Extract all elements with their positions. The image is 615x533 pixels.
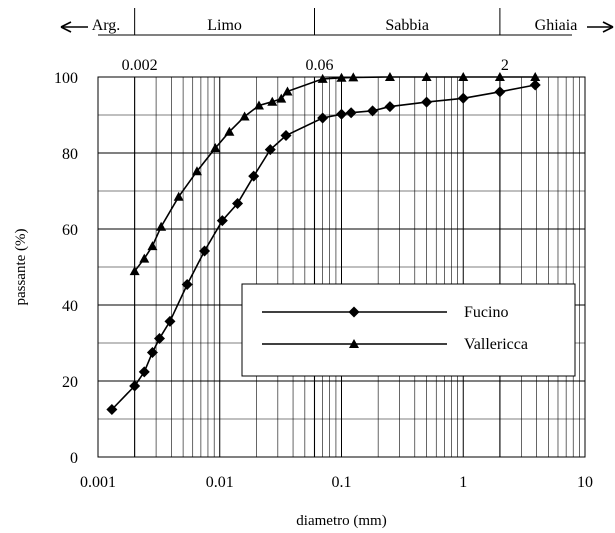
data-point-triangle (336, 72, 347, 82)
y-axis-label: passante (%) (13, 228, 29, 305)
data-point-diamond (181, 278, 193, 290)
band-label: Limo (207, 17, 242, 34)
series-line (111, 84, 536, 411)
data-point-diamond (529, 79, 541, 91)
data-point-diamond (421, 96, 433, 108)
data-point-triangle (530, 72, 541, 81)
legend-box (241, 283, 576, 377)
x-axis-label: diametro (mm) (296, 513, 386, 529)
data-point-triangle (458, 72, 469, 81)
x-tick-label: 0.001 (80, 474, 116, 491)
data-point-triangle (349, 339, 359, 348)
data-point-triangle (139, 253, 150, 263)
data-point-triangle (156, 221, 167, 231)
y-tick-label: 80 (62, 146, 78, 163)
x-tick-label: 1 (459, 474, 467, 491)
boundary-labels: 0.002 0.06 2 (122, 57, 509, 74)
classification-bar: Arg. Limo Sabbia Ghiaia (60, 8, 614, 36)
data-point-diamond (317, 112, 329, 124)
data-point-diamond (457, 92, 469, 104)
data-point-triangle (191, 166, 202, 176)
data-point-triangle (253, 100, 264, 110)
legend: Fucino Vallericca (241, 283, 576, 377)
data-point-diamond (248, 170, 260, 182)
left-arrow-head-icon (60, 21, 72, 33)
y-tick-label: 40 (62, 298, 78, 315)
boundary-value-label: 2 (501, 57, 509, 74)
data-point-diamond (384, 101, 396, 113)
band-label: Ghiaia (535, 17, 578, 34)
data-point-diamond (345, 107, 357, 119)
data-point-diamond (106, 404, 118, 415)
data-point-triangle (267, 96, 278, 106)
data-point-diamond (154, 332, 166, 344)
data-point-diamond (129, 380, 141, 392)
data-point-triangle (147, 241, 158, 251)
data-point-triangle (276, 93, 287, 103)
data-point-triangle (384, 72, 395, 81)
data-point-triangle (348, 72, 359, 82)
legend-label: Vallericca (464, 336, 528, 353)
series-vallericca (129, 72, 541, 276)
data-point-triangle (494, 72, 505, 81)
data-point-diamond (336, 108, 347, 120)
data-point-triangle (224, 126, 235, 136)
data-point-triangle (317, 73, 328, 83)
data-point-triangle (421, 72, 432, 81)
data-point-diamond (494, 86, 506, 98)
boundary-value-label: 0.06 (305, 57, 333, 74)
x-tick-label: 0.1 (332, 474, 352, 491)
data-point-diamond (216, 215, 228, 227)
data-point-diamond (138, 366, 150, 378)
series-fucino (106, 79, 541, 415)
legend-label: Fucino (464, 304, 508, 321)
x-tick-label: 10 (577, 474, 593, 491)
data-point-diamond (264, 144, 276, 156)
y-tick-label: 0 (70, 450, 78, 467)
band-label: Arg. (92, 17, 121, 34)
series-layer (106, 72, 541, 415)
data-point-diamond (146, 347, 158, 358)
data-point-diamond (348, 306, 360, 318)
y-tick-label: 60 (62, 222, 78, 239)
data-point-triangle (239, 111, 250, 121)
right-arrow-head-icon (602, 21, 614, 33)
y-tick-label: 100 (54, 70, 78, 87)
data-point-triangle (129, 266, 140, 276)
data-point-diamond (232, 198, 244, 210)
y-axis-tick-labels: 0 20 40 60 80 100 (54, 70, 78, 467)
x-tick-label: 0.01 (206, 474, 234, 491)
data-point-triangle (210, 143, 221, 153)
x-axis-tick-labels: 0.001 0.01 0.1 1 10 (80, 474, 593, 491)
data-point-triangle (282, 86, 293, 96)
band-label: Sabbia (385, 17, 429, 34)
data-point-diamond (280, 130, 292, 142)
data-point-diamond (164, 315, 176, 327)
boundary-value-label: 0.002 (122, 57, 158, 74)
data-point-triangle (173, 191, 184, 201)
data-point-diamond (199, 245, 211, 257)
data-point-diamond (367, 105, 379, 117)
y-tick-label: 20 (62, 374, 78, 391)
